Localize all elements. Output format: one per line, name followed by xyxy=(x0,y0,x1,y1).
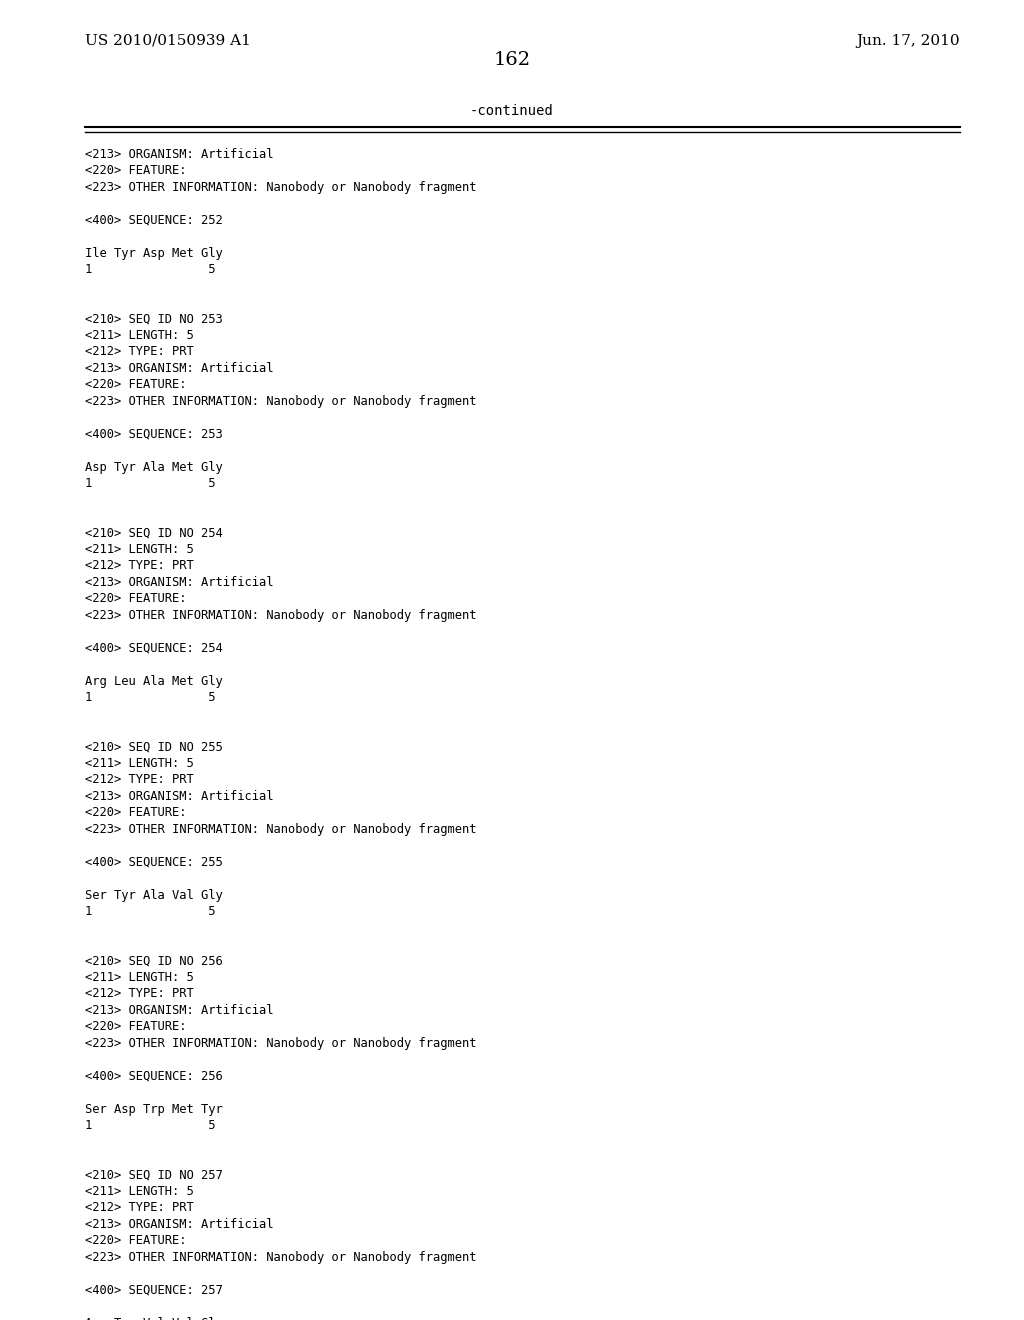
Text: US 2010/0150939 A1: US 2010/0150939 A1 xyxy=(85,34,251,48)
Text: 162: 162 xyxy=(494,51,530,69)
Text: <223> OTHER INFORMATION: Nanobody or Nanobody fragment: <223> OTHER INFORMATION: Nanobody or Nan… xyxy=(85,1038,476,1049)
Text: <223> OTHER INFORMATION: Nanobody or Nanobody fragment: <223> OTHER INFORMATION: Nanobody or Nan… xyxy=(85,822,476,836)
Text: 1                5: 1 5 xyxy=(85,692,215,705)
Text: <211> LENGTH: 5: <211> LENGTH: 5 xyxy=(85,972,194,983)
Text: <220> FEATURE:: <220> FEATURE: xyxy=(85,593,186,606)
Text: <210> SEQ ID NO 254: <210> SEQ ID NO 254 xyxy=(85,527,223,540)
Text: Ser Asp Trp Met Tyr: Ser Asp Trp Met Tyr xyxy=(85,1104,223,1115)
Text: <211> LENGTH: 5: <211> LENGTH: 5 xyxy=(85,329,194,342)
Text: <211> LENGTH: 5: <211> LENGTH: 5 xyxy=(85,543,194,556)
Text: <212> TYPE: PRT: <212> TYPE: PRT xyxy=(85,987,194,1001)
Text: <220> FEATURE:: <220> FEATURE: xyxy=(85,807,186,820)
Text: <223> OTHER INFORMATION: Nanobody or Nanobody fragment: <223> OTHER INFORMATION: Nanobody or Nan… xyxy=(85,181,476,194)
Text: <210> SEQ ID NO 255: <210> SEQ ID NO 255 xyxy=(85,741,223,754)
Text: <400> SEQUENCE: 253: <400> SEQUENCE: 253 xyxy=(85,428,223,441)
Text: Ile Tyr Asp Met Gly: Ile Tyr Asp Met Gly xyxy=(85,247,223,260)
Text: -continued: -continued xyxy=(470,104,554,117)
Text: 1                5: 1 5 xyxy=(85,906,215,919)
Text: Jun. 17, 2010: Jun. 17, 2010 xyxy=(856,34,961,48)
Text: 1                5: 1 5 xyxy=(85,1119,215,1133)
Text: <213> ORGANISM: Artificial: <213> ORGANISM: Artificial xyxy=(85,789,273,803)
Text: <210> SEQ ID NO 253: <210> SEQ ID NO 253 xyxy=(85,313,223,326)
Text: <400> SEQUENCE: 256: <400> SEQUENCE: 256 xyxy=(85,1071,223,1082)
Text: <400> SEQUENCE: 254: <400> SEQUENCE: 254 xyxy=(85,642,223,655)
Text: <220> FEATURE:: <220> FEATURE: xyxy=(85,1020,186,1034)
Text: Arg Leu Ala Met Gly: Arg Leu Ala Met Gly xyxy=(85,675,223,688)
Text: 1                5: 1 5 xyxy=(85,264,215,276)
Text: <212> TYPE: PRT: <212> TYPE: PRT xyxy=(85,560,194,573)
Text: <213> ORGANISM: Artificial: <213> ORGANISM: Artificial xyxy=(85,148,273,161)
Text: Asp Tyr Ala Met Gly: Asp Tyr Ala Met Gly xyxy=(85,461,223,474)
Text: <223> OTHER INFORMATION: Nanobody or Nanobody fragment: <223> OTHER INFORMATION: Nanobody or Nan… xyxy=(85,1251,476,1265)
Text: <220> FEATURE:: <220> FEATURE: xyxy=(85,1234,186,1247)
Text: <400> SEQUENCE: 255: <400> SEQUENCE: 255 xyxy=(85,855,223,869)
Text: <213> ORGANISM: Artificial: <213> ORGANISM: Artificial xyxy=(85,576,273,589)
Text: <213> ORGANISM: Artificial: <213> ORGANISM: Artificial xyxy=(85,1005,273,1016)
Text: <223> OTHER INFORMATION: Nanobody or Nanobody fragment: <223> OTHER INFORMATION: Nanobody or Nan… xyxy=(85,395,476,408)
Text: <213> ORGANISM: Artificial: <213> ORGANISM: Artificial xyxy=(85,362,273,375)
Text: <212> TYPE: PRT: <212> TYPE: PRT xyxy=(85,774,194,787)
Text: <223> OTHER INFORMATION: Nanobody or Nanobody fragment: <223> OTHER INFORMATION: Nanobody or Nan… xyxy=(85,609,476,622)
Text: <211> LENGTH: 5: <211> LENGTH: 5 xyxy=(85,756,194,770)
Text: Asp Tyr Val Val Gly: Asp Tyr Val Val Gly xyxy=(85,1317,223,1320)
Text: Ser Tyr Ala Val Gly: Ser Tyr Ala Val Gly xyxy=(85,888,223,902)
Text: <212> TYPE: PRT: <212> TYPE: PRT xyxy=(85,1201,194,1214)
Text: 1                5: 1 5 xyxy=(85,478,215,491)
Text: <212> TYPE: PRT: <212> TYPE: PRT xyxy=(85,346,194,359)
Text: <210> SEQ ID NO 256: <210> SEQ ID NO 256 xyxy=(85,954,223,968)
Text: <213> ORGANISM: Artificial: <213> ORGANISM: Artificial xyxy=(85,1218,273,1232)
Text: <400> SEQUENCE: 257: <400> SEQUENCE: 257 xyxy=(85,1284,223,1298)
Text: <220> FEATURE:: <220> FEATURE: xyxy=(85,165,186,177)
Text: <400> SEQUENCE: 252: <400> SEQUENCE: 252 xyxy=(85,214,223,227)
Text: <220> FEATURE:: <220> FEATURE: xyxy=(85,379,186,392)
Text: <210> SEQ ID NO 257: <210> SEQ ID NO 257 xyxy=(85,1168,223,1181)
Text: <211> LENGTH: 5: <211> LENGTH: 5 xyxy=(85,1185,194,1199)
